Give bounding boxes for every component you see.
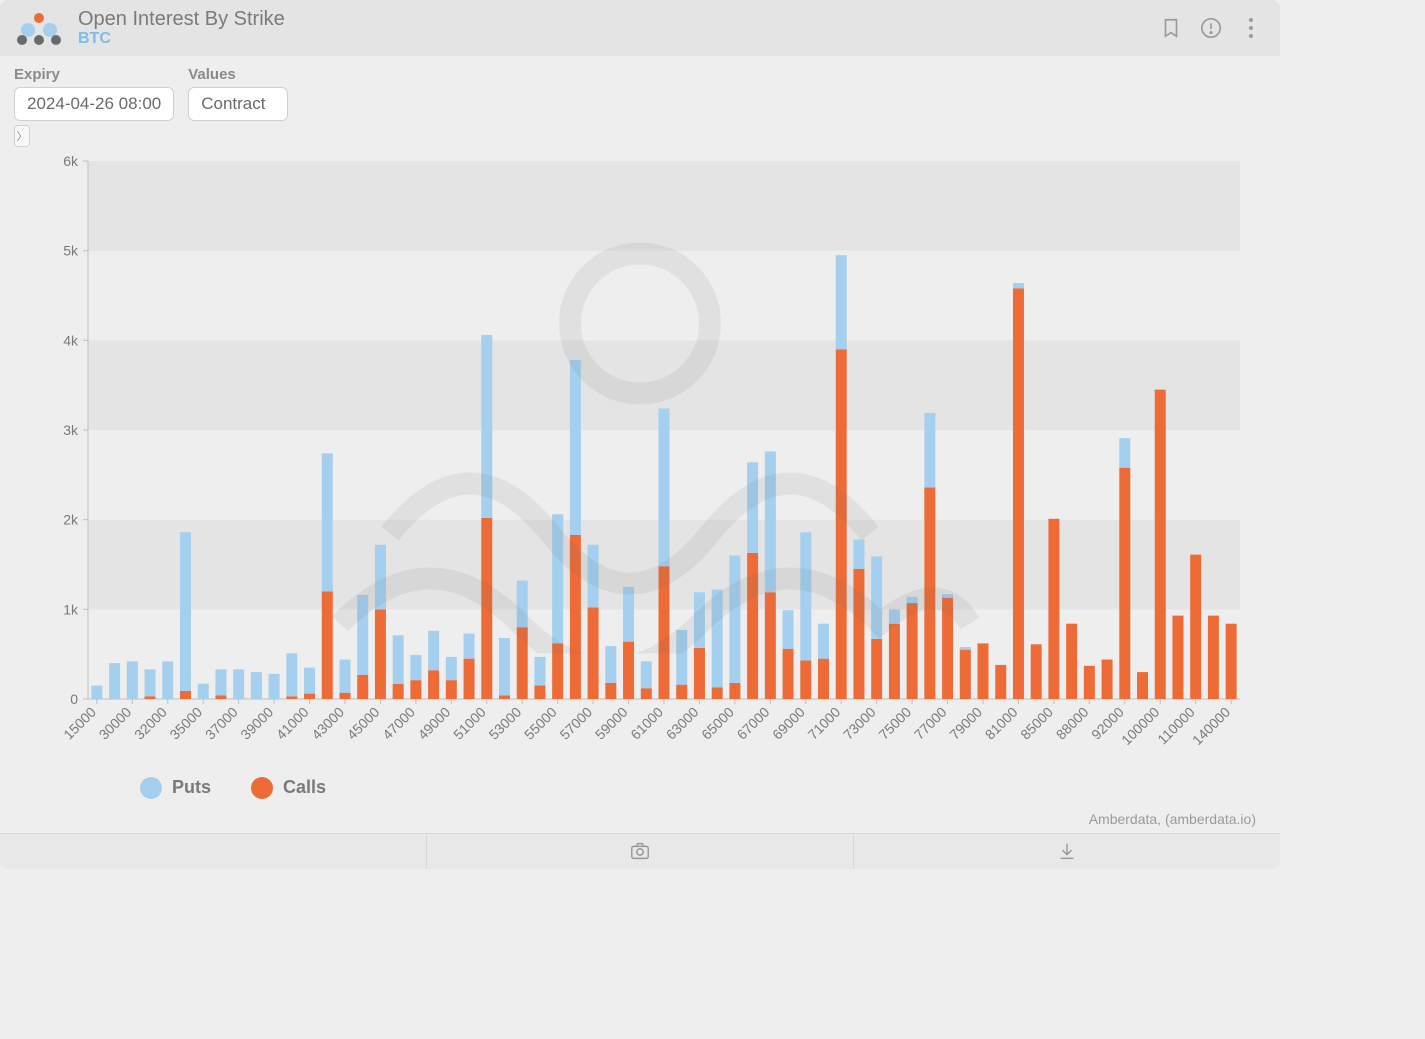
svg-text:47000: 47000: [379, 703, 418, 742]
svg-text:55000: 55000: [521, 703, 560, 742]
svg-text:1k: 1k: [63, 601, 79, 617]
svg-text:2k: 2k: [63, 511, 79, 527]
more-menu-icon[interactable]: [1240, 17, 1262, 39]
svg-text:77000: 77000: [911, 703, 950, 742]
svg-text:39000: 39000: [237, 703, 276, 742]
svg-text:57000: 57000: [556, 703, 595, 742]
svg-text:49000: 49000: [415, 703, 454, 742]
expiry-select[interactable]: 2024-04-26 08:00: [14, 87, 174, 121]
svg-text:37000: 37000: [202, 703, 241, 742]
footer-credit: Amberdata, (amberdata.io): [0, 811, 1280, 833]
legend-dot-puts: [140, 777, 162, 799]
svg-text:32000: 32000: [131, 703, 170, 742]
legend: Puts Calls: [0, 771, 1280, 811]
bottom-toolbar: [0, 833, 1280, 869]
svg-text:71000: 71000: [805, 703, 844, 742]
values-label: Values: [188, 66, 288, 83]
svg-text:0: 0: [70, 691, 78, 707]
controls-row: Expiry 2024-04-26 08:00 Values Contract: [0, 56, 1280, 125]
svg-text:45000: 45000: [344, 703, 383, 742]
panel-subtitle: BTC: [78, 30, 1160, 48]
screenshot-button[interactable]: [427, 834, 854, 869]
brand-logo-icon: [14, 10, 64, 46]
svg-text:88000: 88000: [1053, 703, 1092, 742]
svg-text:3k: 3k: [63, 422, 79, 438]
panel-header: Open Interest By Strike BTC: [0, 0, 1280, 56]
chart-panel: Open Interest By Strike BTC Expiry 2024-…: [0, 0, 1280, 869]
svg-text:75000: 75000: [875, 703, 914, 742]
svg-text:35000: 35000: [166, 703, 205, 742]
svg-text:69000: 69000: [769, 703, 808, 742]
svg-text:65000: 65000: [698, 703, 737, 742]
svg-text:140000: 140000: [1189, 703, 1233, 747]
svg-text:41000: 41000: [273, 703, 312, 742]
svg-text:85000: 85000: [1017, 703, 1056, 742]
svg-text:61000: 61000: [627, 703, 666, 742]
svg-text:110000: 110000: [1154, 703, 1198, 747]
svg-text:15000: 15000: [60, 703, 99, 742]
svg-text:59000: 59000: [592, 703, 631, 742]
legend-puts[interactable]: Puts: [140, 777, 211, 799]
svg-text:43000: 43000: [308, 703, 347, 742]
svg-text:6k: 6k: [63, 153, 79, 169]
download-button[interactable]: [854, 834, 1280, 869]
expiry-label: Expiry: [14, 66, 174, 83]
svg-text:67000: 67000: [734, 703, 773, 742]
values-select[interactable]: Contract: [188, 87, 288, 121]
info-icon[interactable]: [1200, 17, 1222, 39]
svg-text:73000: 73000: [840, 703, 879, 742]
svg-text:30000: 30000: [96, 703, 135, 742]
legend-dot-calls: [251, 777, 273, 799]
legend-label-calls: Calls: [283, 777, 326, 798]
legend-label-puts: Puts: [172, 777, 211, 798]
svg-text:79000: 79000: [946, 703, 985, 742]
bar-chart: 0 1k 2k 3k 4k 5k 6k 150003000032000350003700039…: [10, 151, 1250, 771]
svg-text:51000: 51000: [450, 703, 489, 742]
svg-text:5k: 5k: [63, 242, 79, 258]
legend-calls[interactable]: Calls: [251, 777, 326, 799]
svg-text:53000: 53000: [485, 703, 524, 742]
expand-toggle[interactable]: 〉: [14, 125, 30, 147]
svg-text:4k: 4k: [63, 332, 79, 348]
svg-text:63000: 63000: [663, 703, 702, 742]
bookmark-icon[interactable]: [1160, 17, 1182, 39]
svg-text:100000: 100000: [1118, 703, 1162, 747]
bottom-cell-empty: [0, 834, 427, 869]
svg-text:81000: 81000: [982, 703, 1021, 742]
panel-title: Open Interest By Strike: [78, 8, 1160, 30]
